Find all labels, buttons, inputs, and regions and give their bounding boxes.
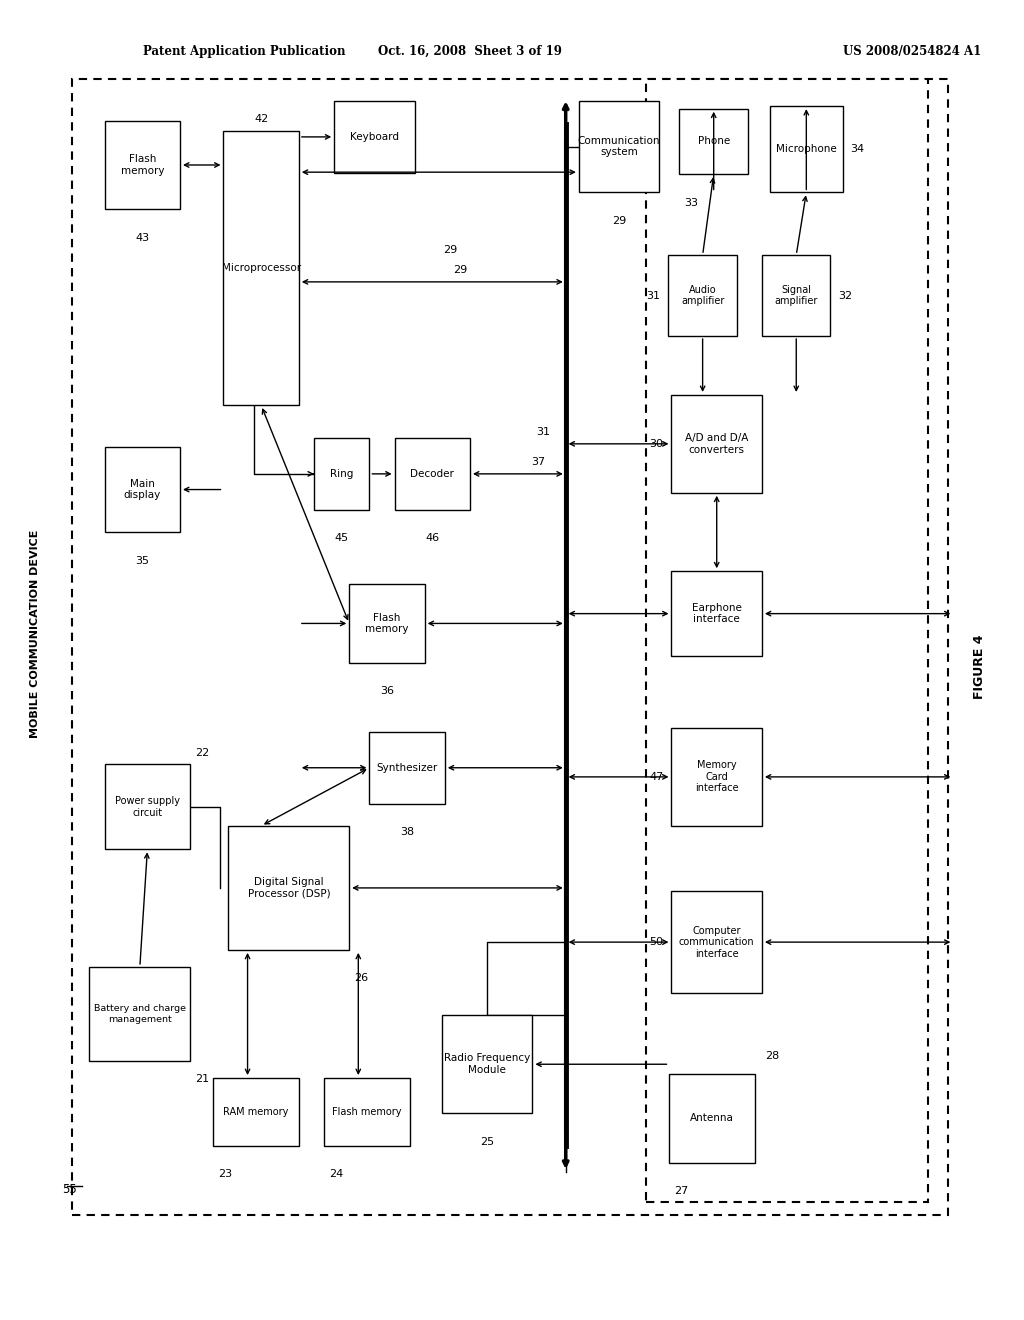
Text: 43: 43 <box>135 232 150 243</box>
Text: 45: 45 <box>335 533 349 544</box>
Text: Oct. 16, 2008  Sheet 3 of 19: Oct. 16, 2008 Sheet 3 of 19 <box>378 45 562 58</box>
Text: Memory
Card
interface: Memory Card interface <box>695 760 738 793</box>
Text: 33: 33 <box>684 198 698 207</box>
Text: 29: 29 <box>442 246 457 255</box>
Bar <box>672 572 762 656</box>
Text: Computer
communication
interface: Computer communication interface <box>679 925 755 958</box>
Text: 26: 26 <box>354 973 369 983</box>
Text: Microphone: Microphone <box>776 144 837 154</box>
Text: FIGURE 4: FIGURE 4 <box>973 635 986 698</box>
Bar <box>762 255 830 337</box>
Text: 31: 31 <box>537 428 551 437</box>
Text: Synthesizer: Synthesizer <box>377 763 438 772</box>
Text: Antenna: Antenna <box>690 1114 734 1123</box>
Bar <box>442 1015 532 1113</box>
Bar <box>770 106 843 193</box>
Text: 37: 37 <box>531 457 546 467</box>
Text: 46: 46 <box>425 533 439 544</box>
Text: 21: 21 <box>196 1074 209 1084</box>
Text: 36: 36 <box>380 686 394 696</box>
Text: 55: 55 <box>62 1183 77 1196</box>
Bar <box>670 1074 755 1163</box>
Bar <box>680 108 748 174</box>
Text: Battery and charge
management: Battery and charge management <box>94 1005 185 1023</box>
Text: RAM memory: RAM memory <box>223 1107 289 1117</box>
Text: Ring: Ring <box>330 469 353 479</box>
Bar <box>104 120 180 210</box>
Text: A/D and D/A
converters: A/D and D/A converters <box>685 433 749 454</box>
Text: 42: 42 <box>254 115 268 124</box>
Text: 47: 47 <box>649 772 664 781</box>
Bar <box>646 79 928 1203</box>
Text: 25: 25 <box>480 1137 495 1147</box>
Text: 24: 24 <box>329 1170 343 1179</box>
Text: Power supply
circuit: Power supply circuit <box>115 796 180 817</box>
Text: 34: 34 <box>851 144 864 154</box>
Bar <box>223 131 299 405</box>
Bar <box>104 764 190 849</box>
Text: Flash
memory: Flash memory <box>366 612 409 634</box>
Text: Phone: Phone <box>697 136 730 147</box>
Text: Radio Frequency
Module: Radio Frequency Module <box>444 1053 530 1074</box>
Text: 31: 31 <box>646 290 660 301</box>
Bar <box>228 826 349 950</box>
Bar <box>394 438 470 510</box>
Text: 35: 35 <box>135 556 150 565</box>
Text: 22: 22 <box>196 748 210 758</box>
Text: 38: 38 <box>400 828 414 837</box>
Bar <box>104 447 180 532</box>
Text: Flash
memory: Flash memory <box>121 154 164 176</box>
Text: MOBILE COMMUNICATION DEVICE: MOBILE COMMUNICATION DEVICE <box>30 529 40 738</box>
Text: 30: 30 <box>649 438 664 449</box>
Text: 27: 27 <box>675 1187 689 1196</box>
Text: Audio
amplifier: Audio amplifier <box>681 285 724 306</box>
Text: 23: 23 <box>218 1170 232 1179</box>
Bar <box>314 438 370 510</box>
Text: 28: 28 <box>765 1051 779 1061</box>
Bar <box>579 102 659 193</box>
Text: Communication
system: Communication system <box>578 136 660 157</box>
Text: Patent Application Publication: Patent Application Publication <box>143 45 345 58</box>
Bar <box>349 585 425 663</box>
Text: Signal
amplifier: Signal amplifier <box>774 285 818 306</box>
Bar <box>334 102 415 173</box>
Text: Microprocessor: Microprocessor <box>221 263 301 273</box>
Bar <box>73 79 948 1216</box>
Text: 29: 29 <box>612 216 627 226</box>
Text: Earphone
interface: Earphone interface <box>692 603 741 624</box>
Bar <box>370 731 444 804</box>
Text: Flash memory: Flash memory <box>332 1107 401 1117</box>
Text: Decoder: Decoder <box>411 469 455 479</box>
Text: 50: 50 <box>649 937 664 948</box>
Bar <box>669 255 737 337</box>
Bar <box>672 727 762 826</box>
Text: Digital Signal
Processor (DSP): Digital Signal Processor (DSP) <box>248 876 330 899</box>
Bar <box>324 1078 410 1146</box>
Text: Keyboard: Keyboard <box>350 132 399 143</box>
Bar <box>672 891 762 993</box>
Bar <box>213 1078 299 1146</box>
Text: US 2008/0254824 A1: US 2008/0254824 A1 <box>843 45 981 58</box>
Bar <box>672 395 762 492</box>
Bar <box>89 968 190 1061</box>
Text: Main
display: Main display <box>124 479 161 500</box>
Text: 32: 32 <box>839 290 853 301</box>
Text: 29: 29 <box>453 265 467 276</box>
